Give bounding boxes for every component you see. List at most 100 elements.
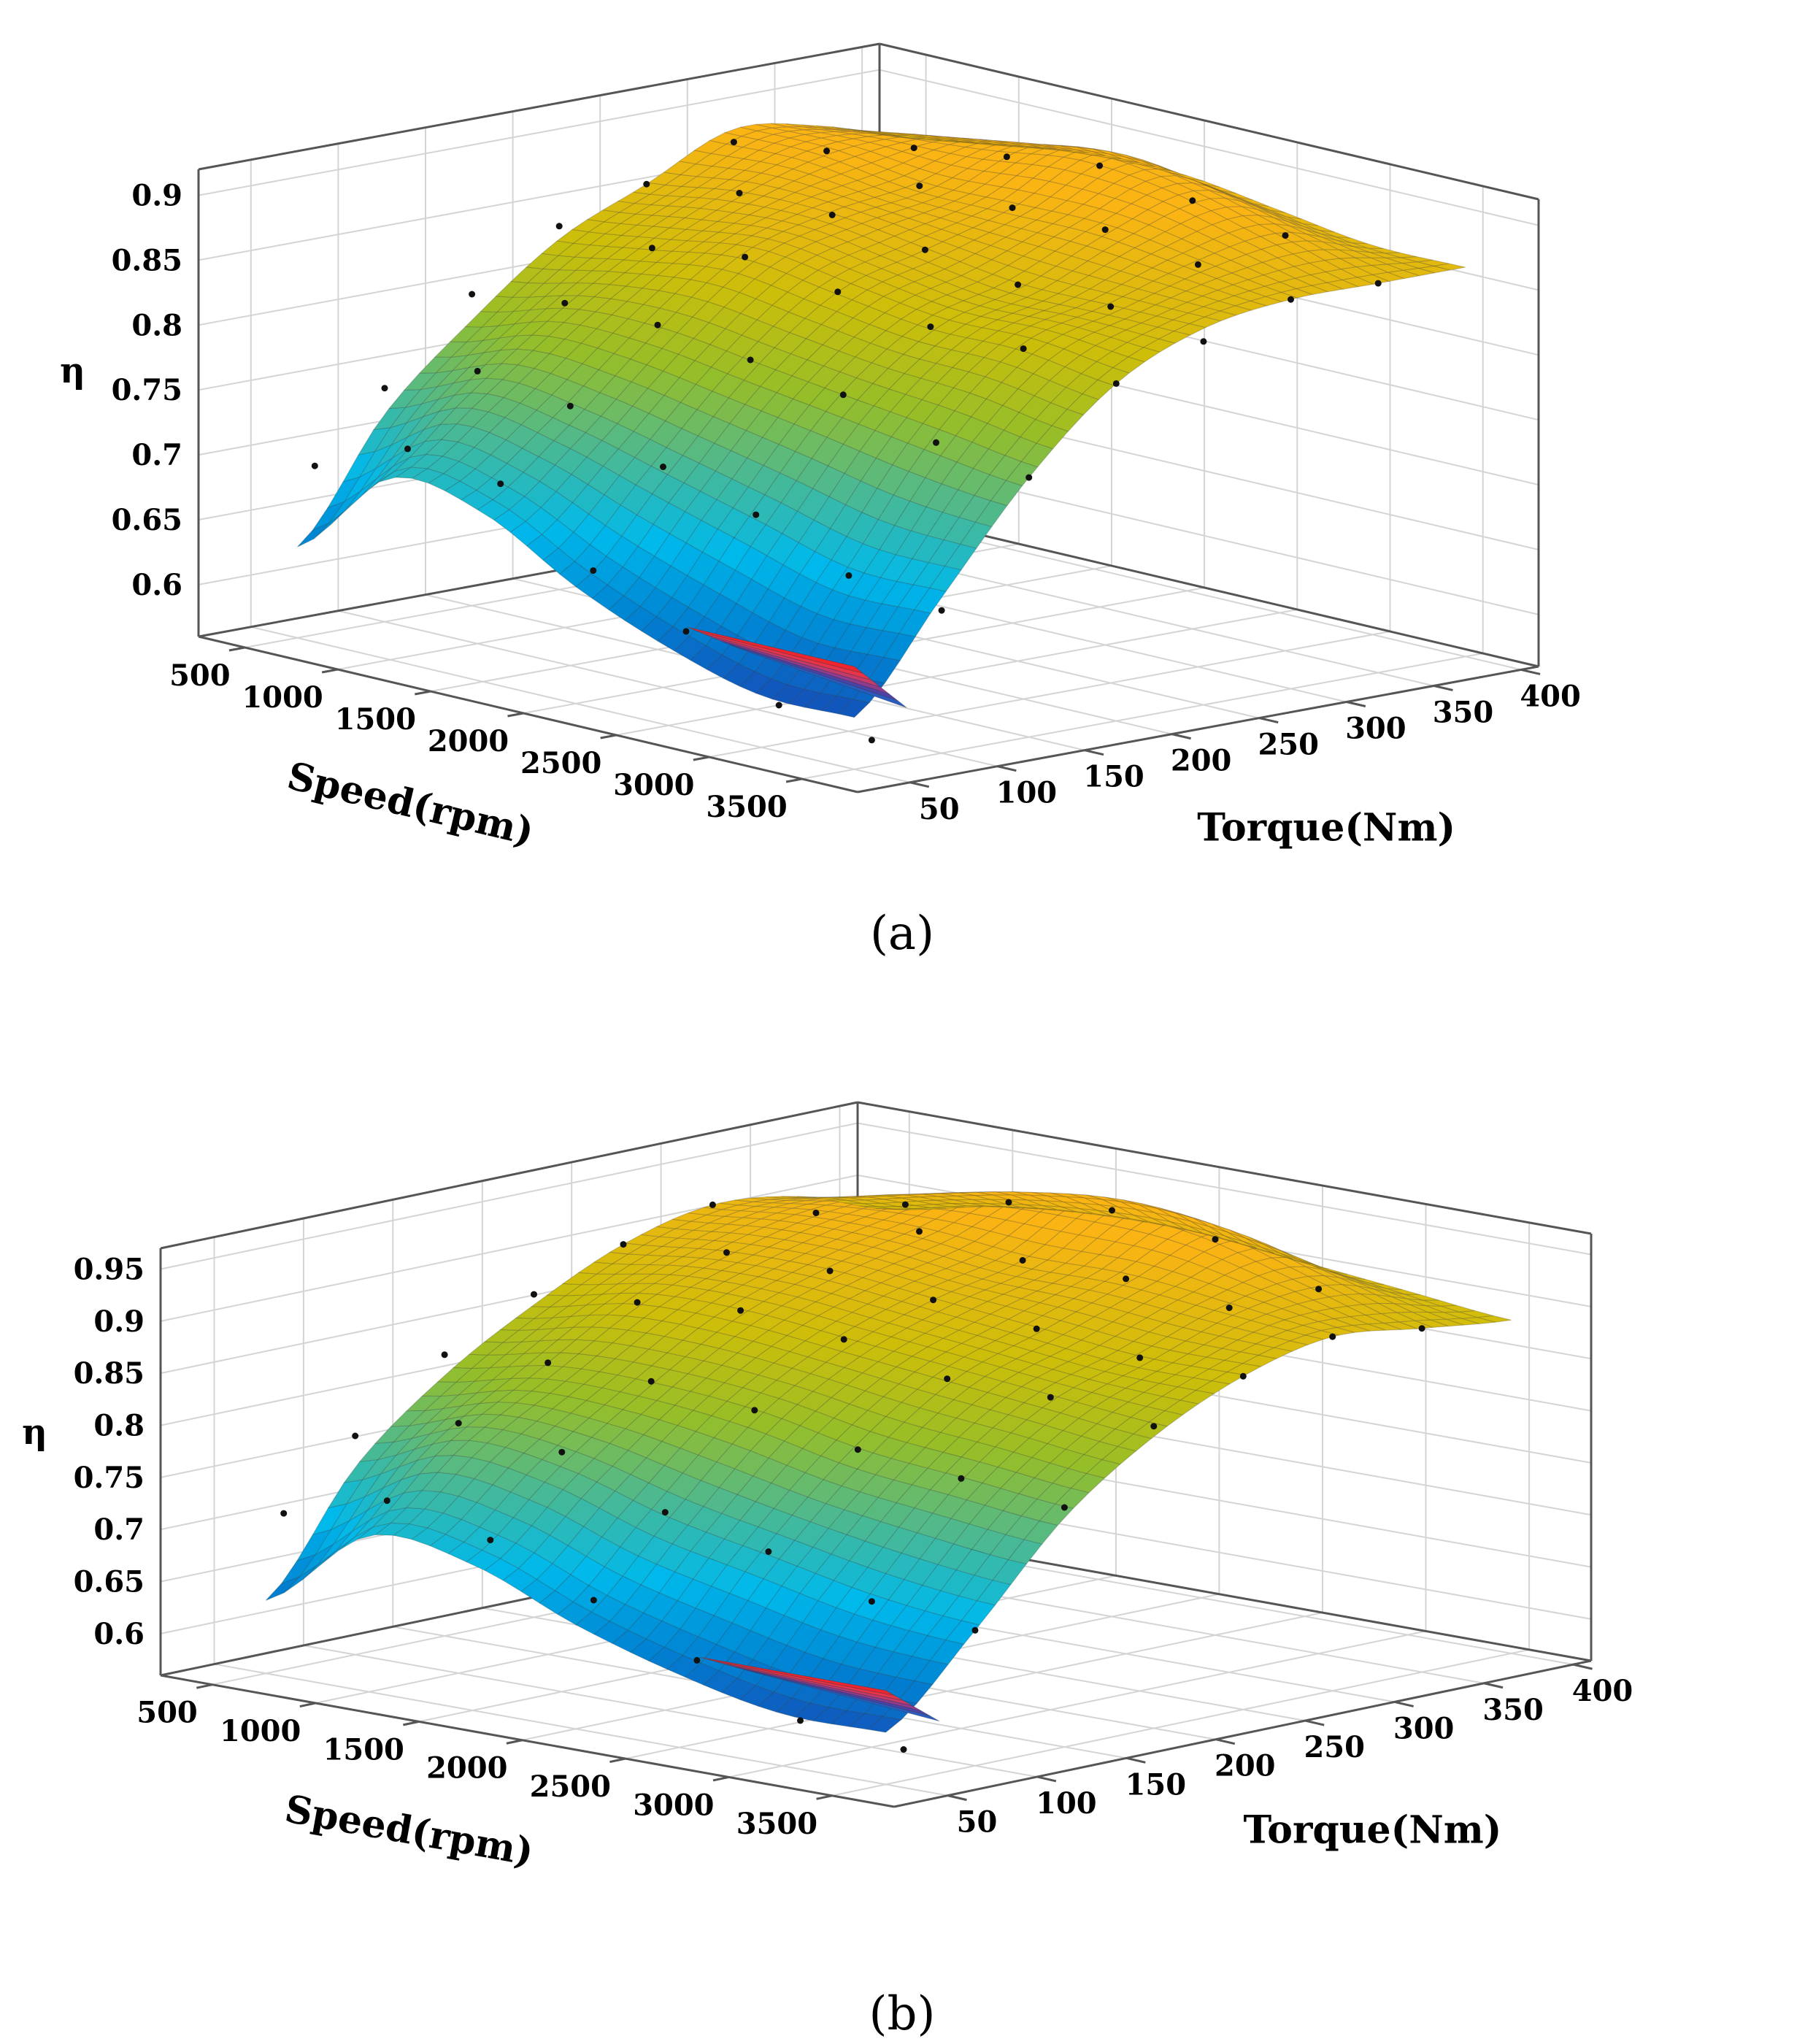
z-tick-label: 0.6 <box>93 1617 145 1651</box>
torque-tick-mark <box>1171 733 1191 740</box>
z-tick-label: 0.75 <box>112 373 182 407</box>
z-tick-label: 0.9 <box>131 179 182 213</box>
data-point <box>900 1746 907 1753</box>
surface-cell <box>1171 172 1204 182</box>
speed-tick-mark <box>196 1683 213 1689</box>
data-point <box>1150 1423 1158 1430</box>
front-face-band <box>744 1669 940 1722</box>
torque-tick-mark <box>1520 668 1541 675</box>
chart-panel-a: 0.9 0.85 0.8 0.75 0.7 0.65 0.6 η 500 1000 1500 2000… <box>60 42 1581 961</box>
data-point <box>765 1548 772 1555</box>
data-point <box>648 245 655 252</box>
speed-tick-label: 1500 <box>335 702 416 737</box>
data-point <box>566 402 574 410</box>
torque-tick-label: 300 <box>1393 1711 1455 1745</box>
data-point <box>693 1656 701 1664</box>
panel-label: (a) <box>870 907 934 961</box>
speed-tick-label: 2500 <box>520 746 601 780</box>
data-point <box>1061 1504 1068 1511</box>
data-point <box>944 1375 951 1383</box>
torque-axis-title: Torque(Nm) <box>1244 1807 1502 1852</box>
torque-tick-label: 150 <box>1083 760 1144 794</box>
surface-chart-a: 0.90.850.80.750.70.650.6η500100015002000… <box>60 42 1581 961</box>
speed-tick-mark <box>600 734 617 739</box>
surface-cell <box>1155 168 1188 177</box>
speed-tick-mark <box>403 1720 420 1726</box>
speed-tick-label: 500 <box>136 1696 198 1730</box>
torque-tick-mark <box>1215 1738 1236 1745</box>
data-point <box>1003 153 1010 161</box>
data-point <box>660 464 666 470</box>
surface-cell <box>942 140 974 143</box>
speed-tick-label: 1500 <box>323 1732 404 1767</box>
z-tick-label: 0.85 <box>112 243 182 277</box>
data-point <box>1005 1199 1012 1206</box>
data-point <box>938 607 945 614</box>
data-point <box>901 1201 909 1208</box>
data-point <box>1225 1305 1233 1311</box>
speed-tick-mark <box>712 1775 729 1782</box>
z-axis-title: η <box>22 1412 47 1453</box>
surface-cell <box>1319 229 1351 239</box>
speed-tick-mark <box>785 777 802 783</box>
data-point <box>1136 1354 1144 1361</box>
speed-tick-mark <box>321 668 339 674</box>
front-face-band <box>731 645 907 708</box>
data-point <box>916 182 923 190</box>
z-tick-label: 0.75 <box>74 1461 145 1495</box>
data-point <box>1015 281 1022 288</box>
torque-tick-mark <box>909 781 930 788</box>
data-point <box>1315 1286 1323 1293</box>
frame-edge <box>857 1101 1592 1235</box>
speed-tick-mark <box>228 646 245 652</box>
data-point <box>730 139 737 146</box>
surface-cell <box>893 1208 928 1210</box>
data-point <box>736 190 743 196</box>
data-point <box>1009 204 1016 212</box>
data-point <box>1239 1372 1247 1380</box>
data-point <box>797 1717 804 1724</box>
data-point <box>661 1509 669 1516</box>
data-point <box>826 1267 834 1275</box>
z-tick-label: 0.8 <box>131 308 182 342</box>
surface-cell <box>1131 1218 1166 1226</box>
data-point <box>839 391 847 399</box>
torque-tick-mark <box>1125 1756 1146 1764</box>
data-point <box>1282 232 1289 239</box>
data-point <box>930 1296 937 1304</box>
chart-panel-b: 0.95 0.9 0.85 0.8 0.75 0.7 0.65 0.6 η 500 1000 1500… <box>0 1022 1805 2044</box>
torque-tick-label: 300 <box>1345 712 1406 746</box>
surface-cell <box>1459 1310 1493 1318</box>
surface-front-face <box>699 1656 940 1722</box>
z-tick-label: 0.6 <box>131 568 182 602</box>
torque-tick-label: 200 <box>1171 744 1232 778</box>
data-point <box>753 511 760 518</box>
speed-tick-label: 3000 <box>613 768 694 802</box>
data-point <box>927 323 934 331</box>
torque-axis-ticks: 50 100 150 200 250 300 350 400 <box>947 1663 1633 1840</box>
surface-cell <box>1167 1225 1202 1234</box>
surface-cell <box>875 1207 910 1210</box>
z-axis-title: η <box>60 350 85 391</box>
data-point <box>620 1241 627 1248</box>
data-point <box>647 1378 655 1385</box>
data-point <box>1019 1257 1026 1264</box>
data-point <box>1189 197 1196 204</box>
surface-front-face <box>687 626 907 708</box>
surface-cell <box>1058 1210 1093 1215</box>
torque-tick-label: 200 <box>1215 1749 1276 1783</box>
data-point <box>845 572 853 579</box>
surface-cell <box>1039 1208 1074 1213</box>
data-point <box>1418 1325 1425 1332</box>
speed-tick-label: 3000 <box>633 1788 714 1822</box>
data-point <box>1020 345 1027 353</box>
data-point <box>854 1446 861 1453</box>
torque-tick-label: 100 <box>1036 1786 1097 1821</box>
data-point <box>916 1228 923 1235</box>
speed-tick-mark <box>299 1702 316 1708</box>
data-point <box>1101 226 1109 234</box>
data-point <box>531 1291 537 1298</box>
data-points <box>311 139 1382 744</box>
surface-mesh <box>265 1191 1512 1733</box>
data-point <box>840 1336 847 1343</box>
